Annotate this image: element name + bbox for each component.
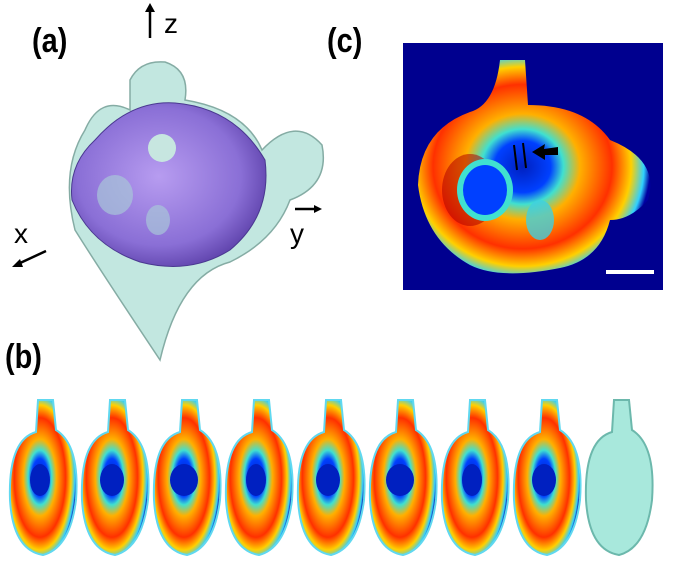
arrow-icon	[532, 144, 558, 160]
surface-slice	[584, 399, 654, 557]
y-arrow-icon	[295, 205, 322, 213]
panel-a-rendering	[68, 61, 324, 362]
x-arrow-icon	[12, 249, 47, 267]
panel-b-label: (b)	[5, 338, 42, 376]
x-axis-label: x	[14, 218, 28, 249]
slice-cavity	[246, 464, 266, 496]
slice-cavity	[100, 464, 124, 496]
slice-cavity	[462, 464, 482, 496]
z-arrow-icon	[145, 3, 155, 38]
slice-cavity	[532, 464, 556, 496]
slice-cavity	[316, 464, 340, 496]
marker-line	[513, 144, 518, 171]
z-axis-label: z	[164, 8, 178, 39]
inner-surface	[70, 102, 267, 267]
scale-bar	[606, 270, 654, 274]
marker-line	[522, 142, 527, 169]
panel-a-label: (a)	[32, 22, 68, 60]
y-axis-label: y	[290, 218, 304, 249]
slice-cavity	[30, 464, 50, 496]
slice-cavity	[170, 464, 198, 496]
slice-cavity	[386, 464, 414, 496]
panel-c-label: (c)	[327, 22, 363, 60]
panel-b-slices	[8, 399, 654, 557]
panel-c-heatmap	[403, 43, 663, 290]
